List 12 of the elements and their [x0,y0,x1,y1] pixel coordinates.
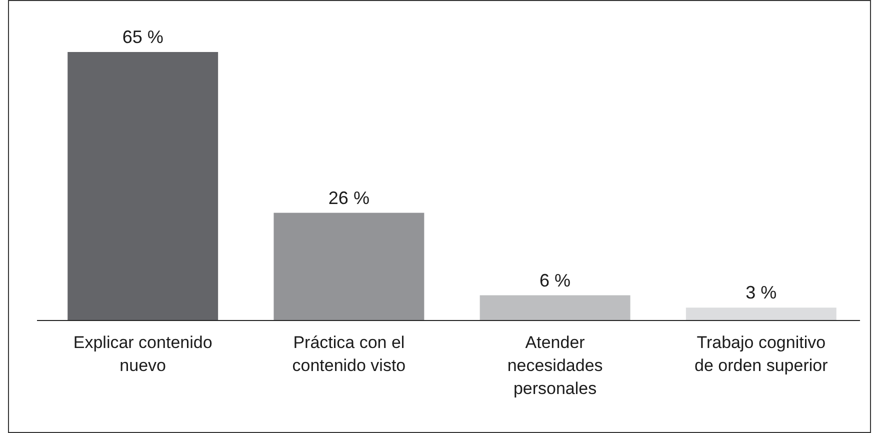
data-label: 3 % [746,282,777,303]
x-tick-label: Trabajo cognitivo de orden superior [694,333,828,375]
bar [274,212,424,320]
bar [686,308,836,320]
x-tick-label: Práctica con el contenido visto [292,333,406,375]
data-label: 26 % [328,188,370,208]
x-tick-label: Atender necesidades personales [507,333,603,398]
data-label: 65 % [122,27,164,47]
x-tick-label: Explicar contenido nuevo [73,333,212,375]
data-label: 6 % [540,270,571,290]
bar [480,295,630,320]
bar [68,52,218,320]
